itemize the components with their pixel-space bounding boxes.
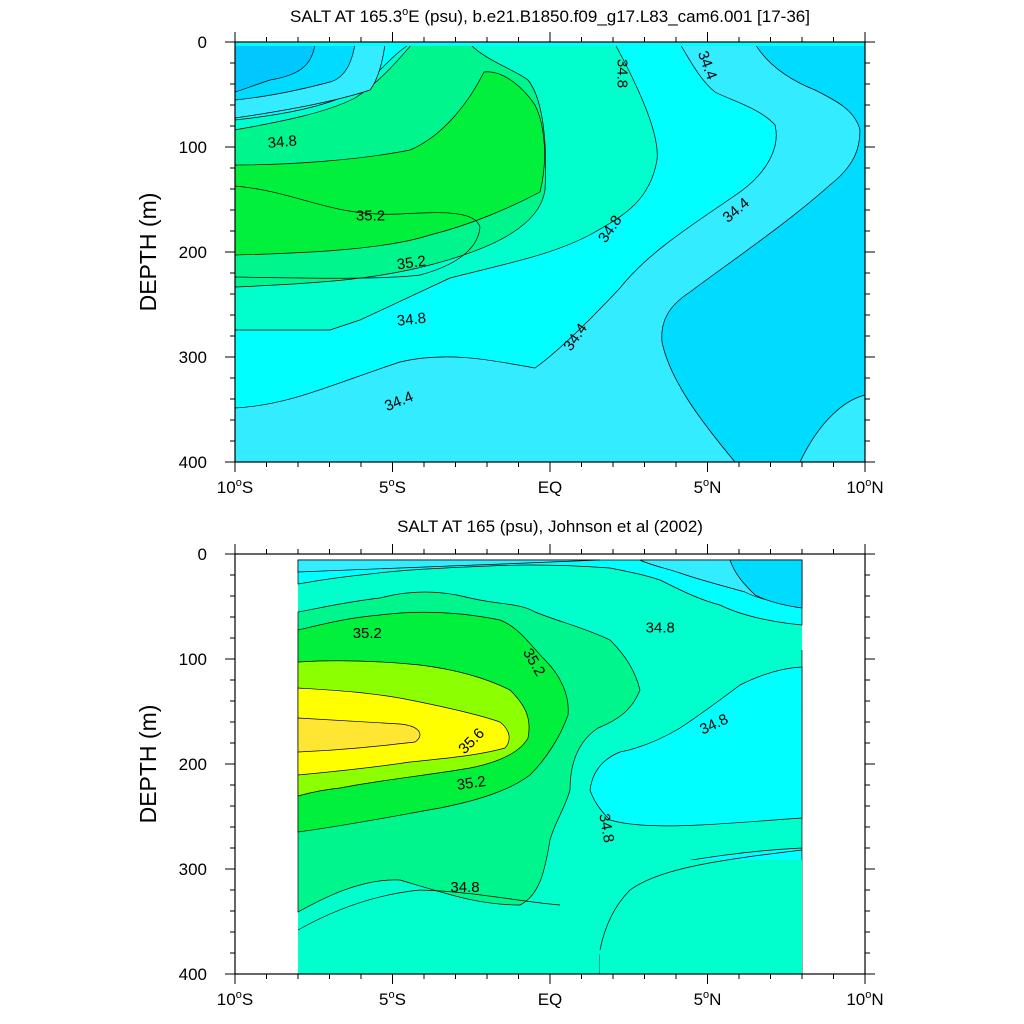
x-tick-label: EQ bbox=[538, 478, 563, 497]
y-tick-label: 300 bbox=[179, 348, 207, 367]
panel-obs-title: SALT AT 165 (psu), Johnson et al (2002) bbox=[397, 517, 703, 536]
contour-label-text: 35.2 bbox=[456, 773, 487, 794]
contour-label-text: 35.2 bbox=[356, 207, 385, 224]
x-tick-label: 5oS bbox=[379, 989, 406, 1009]
contour-label: 34.8 bbox=[595, 812, 617, 844]
panel-model-title: SALT AT 165.3oE (psu), b.e21.B1850.f09_g… bbox=[290, 6, 810, 26]
contour-label: 35.2 bbox=[456, 773, 487, 794]
salinity-band-35.2 bbox=[235, 71, 545, 256]
salinity-band-34.8-fix bbox=[600, 860, 802, 974]
contour-label-text: 35.2 bbox=[396, 253, 427, 274]
salinity-band-34.0-sw bbox=[235, 43, 316, 93]
y-tick-label: 100 bbox=[179, 138, 207, 157]
panel-model-axes: 10oS 5oS EQ 5oN 10oN 0 100 200 300 400 bbox=[179, 32, 884, 497]
x-tick-label: 10oS bbox=[217, 477, 253, 497]
salinity-isoline-35.2 bbox=[235, 185, 481, 279]
y-tick-label: 400 bbox=[179, 453, 207, 472]
panel-model-contour-fills bbox=[235, 42, 865, 462]
contour-label: 34.8 bbox=[646, 620, 675, 637]
panel-obs-axes: 10oS 5oS EQ 5oN 10oN 0 100 200 300 400 bbox=[179, 544, 884, 1009]
contour-label: 34.8 bbox=[267, 133, 298, 152]
salinity-isoline-34.8-east bbox=[599, 849, 803, 951]
y-tick-label: 0 bbox=[198, 545, 207, 564]
contour-label-text: 34.8 bbox=[396, 310, 427, 330]
y-tick-label: 200 bbox=[179, 755, 207, 774]
panel-obs: SALT AT 165 (psu), Johnson et al (2002) … bbox=[135, 517, 884, 1009]
contour-label: 34.8 bbox=[396, 310, 427, 330]
contour-label-text: 34.8 bbox=[595, 812, 617, 844]
salinity-band-34.6-obs-mid bbox=[589, 666, 803, 827]
contour-label-text: 34.8 bbox=[267, 133, 298, 152]
contour-label-text: 34.8 bbox=[613, 59, 630, 88]
y-tick-label: 100 bbox=[179, 650, 207, 669]
salinity-band-34.6-obs-top bbox=[297, 559, 803, 626]
contour-label-text: 34.8 bbox=[646, 620, 675, 637]
y-tick-label: 200 bbox=[179, 243, 207, 262]
contour-label-text: 35.2 bbox=[353, 625, 382, 642]
panel-obs-contour-fills bbox=[297, 559, 803, 974]
contour-label: 34.8 bbox=[450, 879, 479, 896]
x-tick-label: 10oS bbox=[217, 989, 253, 1009]
y-tick-label: 400 bbox=[179, 965, 207, 984]
salinity-band-34.2 bbox=[661, 43, 865, 462]
x-tick-label: 10oN bbox=[846, 477, 883, 497]
panel-model: SALT AT 165.3oE (psu), b.e21.B1850.f09_g… bbox=[135, 6, 884, 497]
salinity-band-34.2-obs-ne bbox=[729, 559, 803, 609]
contour-label: 35.2 bbox=[353, 625, 382, 642]
x-tick-label: 10oN bbox=[846, 989, 883, 1009]
y-tick-label: 0 bbox=[198, 33, 207, 52]
panel-obs-ylabel: DEPTH (m) bbox=[135, 705, 161, 824]
salinity-band-35.8-obs bbox=[297, 717, 421, 753]
contour-label: 34.8 bbox=[613, 59, 630, 88]
x-tick-label: 5oN bbox=[694, 477, 722, 497]
contour-label: 35.2 bbox=[396, 253, 427, 274]
contour-label: 35.2 bbox=[356, 207, 385, 224]
contour-label-text: 34.8 bbox=[450, 879, 479, 896]
x-tick-label: EQ bbox=[538, 990, 563, 1009]
salinity-isoline-34.6-south bbox=[297, 889, 561, 931]
panel-model-ylabel: DEPTH (m) bbox=[135, 193, 161, 312]
x-tick-label: 5oS bbox=[379, 477, 406, 497]
panel-obs-contour-labels: 35.235.235.635.234.834.834.834.8 bbox=[353, 620, 731, 896]
y-tick-label: 300 bbox=[179, 860, 207, 879]
x-tick-label: 5oN bbox=[694, 989, 722, 1009]
surface-strip bbox=[235, 42, 865, 46]
